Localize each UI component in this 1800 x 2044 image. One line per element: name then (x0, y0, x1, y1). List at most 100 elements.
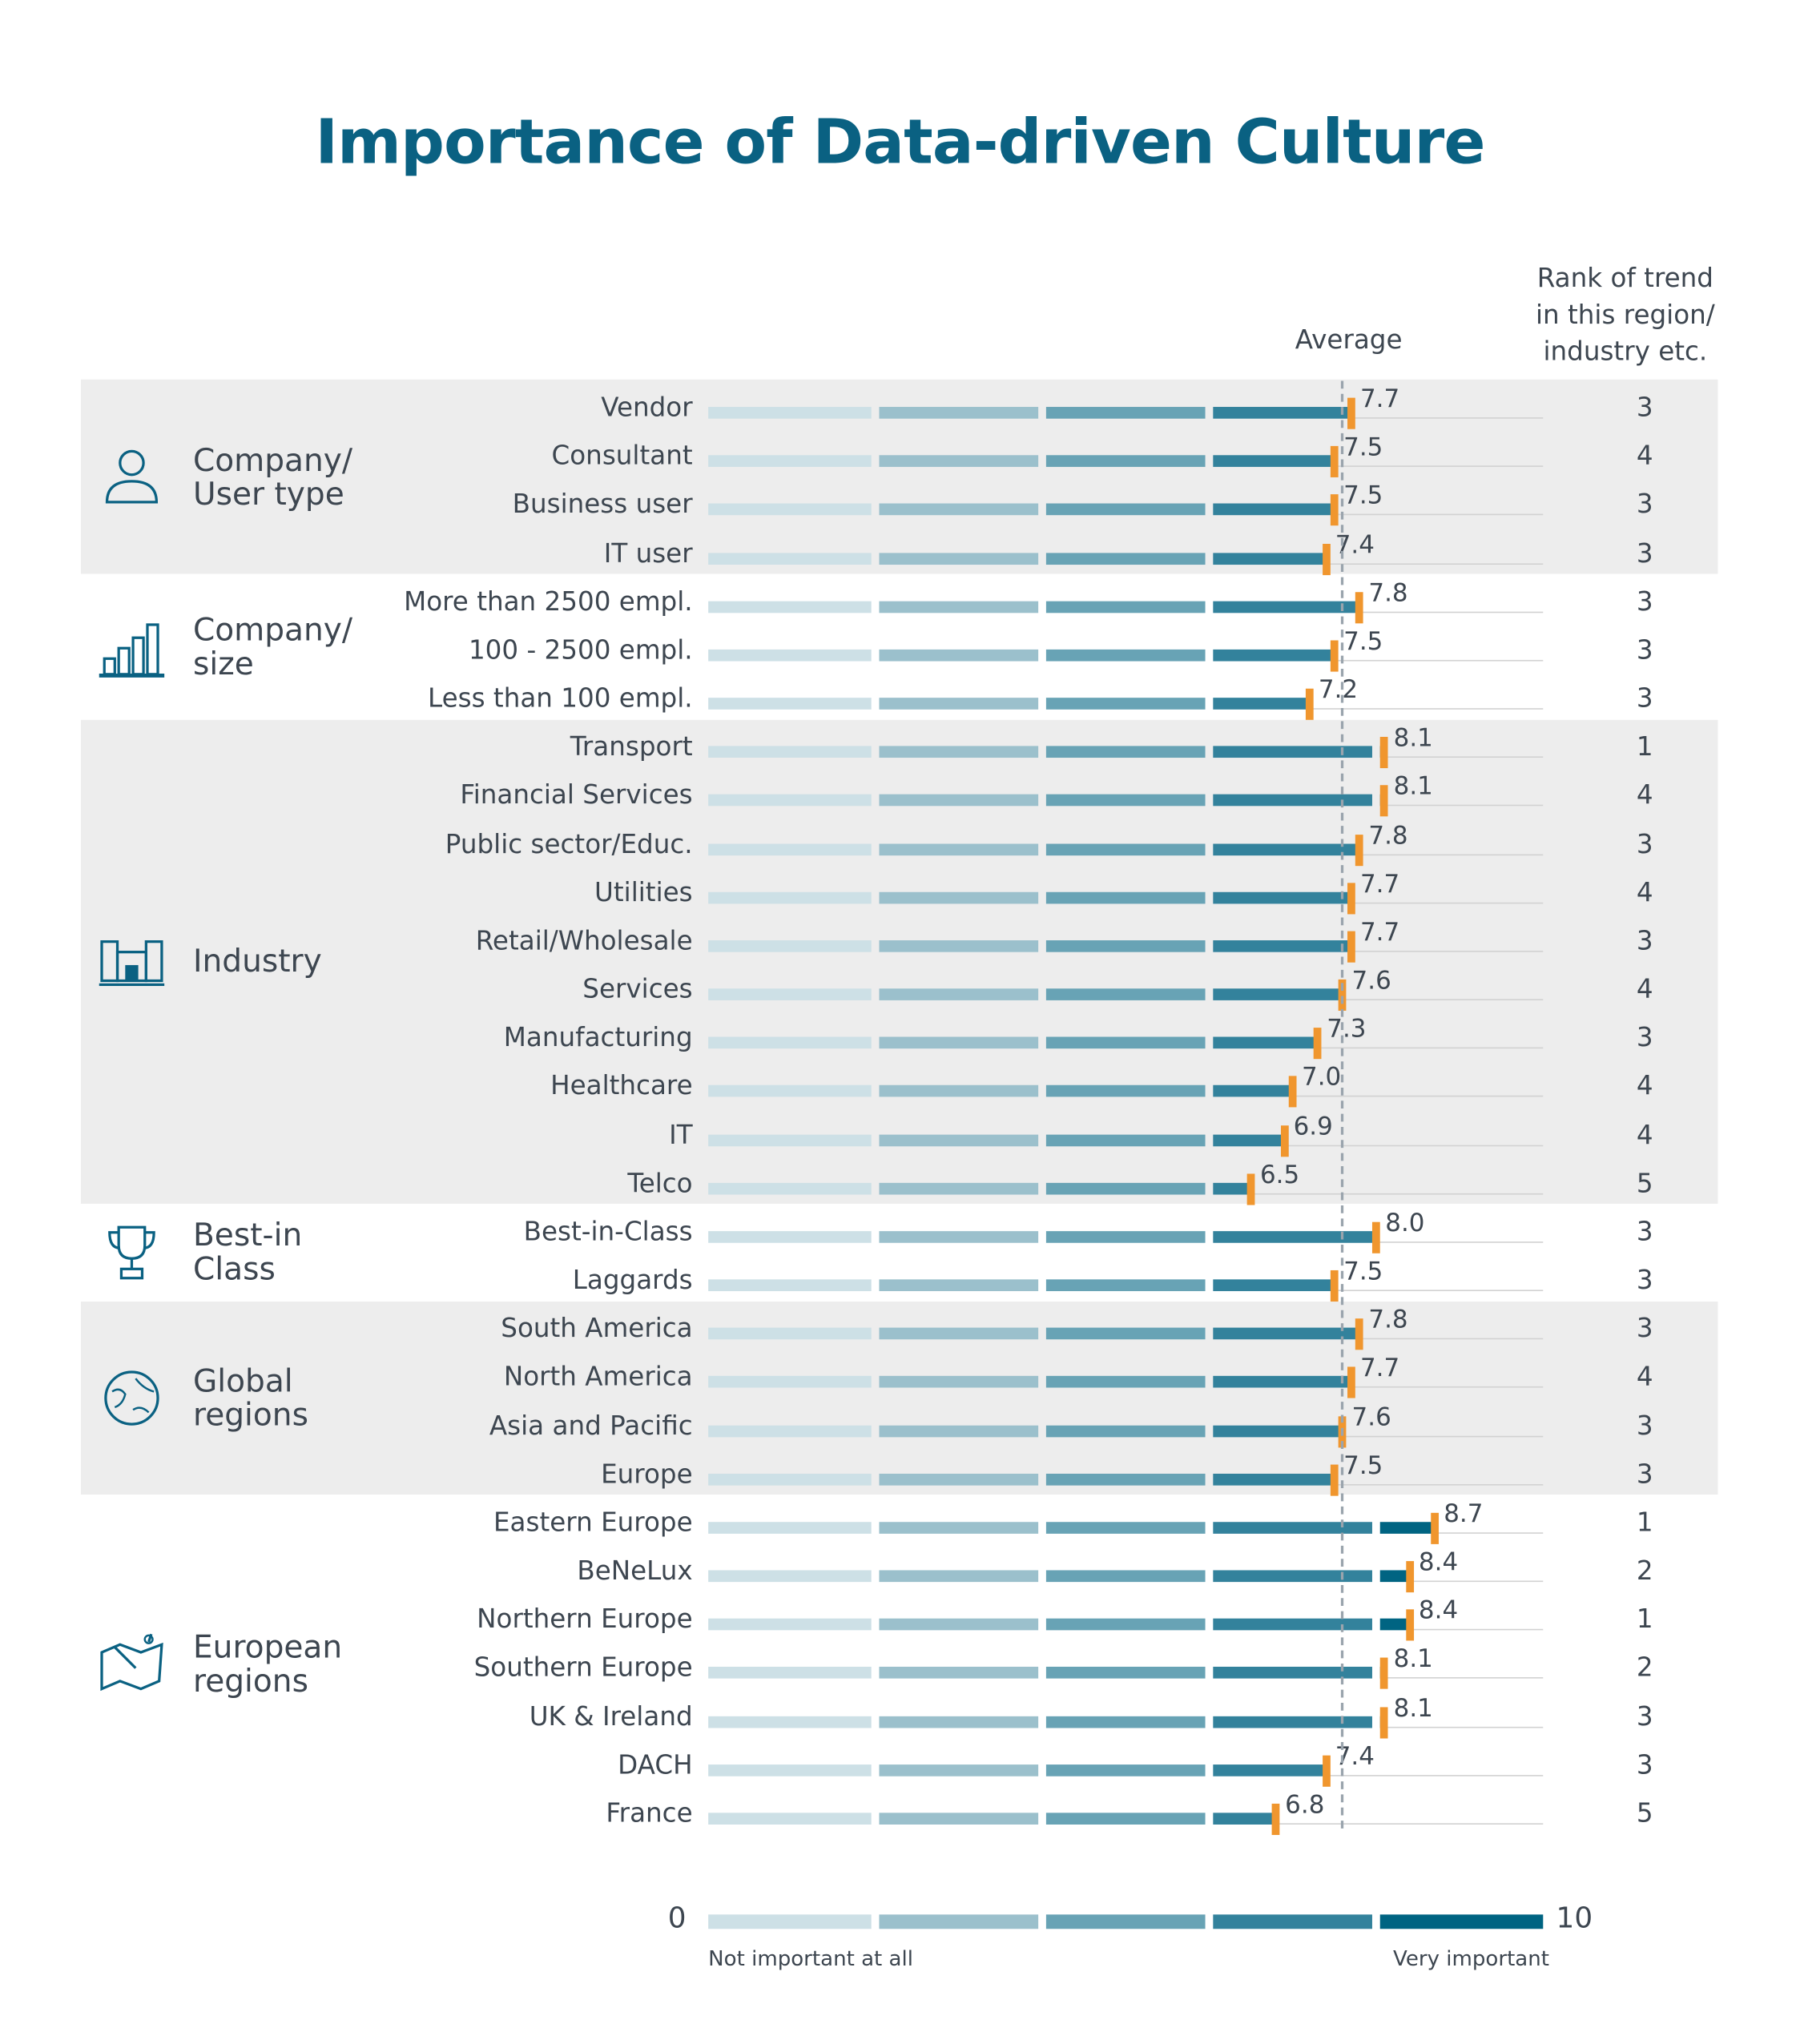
bar-track (1409, 1629, 1544, 1631)
bar-segment (1213, 1036, 1318, 1049)
bar-segment (708, 504, 872, 516)
rank-value: 5 (1636, 1166, 1653, 1198)
building-icon (96, 927, 167, 997)
bar-segment (1213, 1764, 1327, 1776)
rank-value: 3 (1636, 924, 1653, 956)
bar-segment (879, 940, 1039, 952)
bar-segment (708, 1522, 872, 1534)
bar-segment (1213, 1570, 1372, 1583)
bar-segment (708, 407, 872, 419)
bar-segment (1213, 455, 1335, 468)
row-label: North America (503, 1360, 693, 1393)
bar-segment (708, 1133, 872, 1146)
value-marker (1288, 1076, 1297, 1109)
bar-segment (1045, 1522, 1206, 1534)
bar-segment (879, 455, 1039, 468)
value-label: 8.4 (1418, 1596, 1459, 1626)
bar-segment (1045, 988, 1206, 1000)
row-label: Utilities (594, 875, 693, 907)
row-label: UK & Ireland (529, 1700, 693, 1732)
bar-segment (1213, 1279, 1335, 1292)
bar-segment (879, 1376, 1039, 1389)
bar-segment (879, 407, 1039, 419)
scale-min-label: 0 (667, 1902, 687, 1936)
value-marker (1405, 1561, 1414, 1593)
value-label: 6.5 (1259, 1160, 1300, 1189)
bar-segment (879, 746, 1039, 758)
rank-value: 4 (1636, 1360, 1653, 1393)
value-marker (1355, 834, 1363, 866)
value-marker (1246, 1173, 1255, 1205)
value-marker (1305, 688, 1314, 720)
value-marker (1355, 591, 1363, 623)
value-label: 8.4 (1418, 1547, 1459, 1577)
row-label: Asia and Pacific (489, 1409, 693, 1441)
bar-segment (1213, 698, 1310, 710)
rank-header-line: in this region/ (1535, 298, 1715, 330)
bar-segment (879, 1230, 1039, 1243)
bar-segment (879, 795, 1039, 807)
bar-track (1326, 1774, 1544, 1776)
bar-segment (708, 891, 872, 903)
bar-segment (708, 746, 872, 758)
row-label: Telco (627, 1166, 693, 1198)
scale-segment (1045, 1914, 1206, 1929)
value-label: 7.5 (1343, 626, 1383, 656)
bar-segment (708, 988, 872, 1000)
value-label: 6.8 (1285, 1790, 1325, 1820)
bar-segment (1045, 1182, 1206, 1195)
group-band (80, 719, 1718, 1205)
bar-segment (1045, 1085, 1206, 1098)
bar-segment (1213, 940, 1351, 952)
rank-value: 1 (1636, 1603, 1653, 1635)
value-label: 8.1 (1393, 1693, 1433, 1723)
bar-segment (708, 1085, 872, 1098)
value-marker (1380, 785, 1389, 817)
bar-segment (879, 552, 1039, 565)
user-icon (96, 442, 167, 513)
bar-segment (879, 1813, 1039, 1825)
bar-segment (708, 1230, 872, 1243)
bar-segment (1045, 698, 1206, 710)
rank-value: 4 (1636, 1118, 1653, 1150)
scale-segment (1213, 1914, 1372, 1929)
group-label: Best-in Class (193, 1219, 302, 1287)
rank-value: 3 (1636, 682, 1653, 714)
value-label: 7.5 (1343, 481, 1383, 511)
rank-value: 3 (1636, 634, 1653, 666)
value-label: 6.9 (1293, 1112, 1333, 1141)
bar-segment (1213, 1522, 1372, 1534)
scale-segment (708, 1914, 872, 1929)
bar-segment (1045, 843, 1206, 855)
bar-track (1334, 465, 1544, 468)
row-label: Healthcare (550, 1069, 693, 1101)
value-marker (1322, 543, 1331, 575)
bar-segment (708, 698, 872, 710)
bar-segment (879, 649, 1039, 662)
bar-segment (1045, 1570, 1206, 1583)
bar-segment (1045, 746, 1206, 758)
bar-track (1359, 611, 1544, 613)
bar-segment (1213, 795, 1372, 807)
rank-value: 3 (1636, 1748, 1653, 1780)
value-label: 7.7 (1359, 869, 1400, 899)
bar-segment (708, 940, 872, 952)
bar-track (1284, 1144, 1544, 1146)
value-marker (1347, 931, 1355, 963)
row-label: BeNeLux (577, 1555, 693, 1587)
row-label: 100 - 2500 empl. (468, 634, 693, 666)
bar-segment (879, 504, 1039, 516)
bar-track (1384, 1677, 1544, 1680)
value-label: 7.5 (1343, 1451, 1383, 1480)
bar-segment (879, 698, 1039, 710)
bar-track (1351, 417, 1544, 419)
group-label: Industry (193, 945, 322, 979)
group-label-line: Global (192, 1362, 293, 1400)
bar-track (1317, 1047, 1544, 1049)
row-label: Business user (512, 488, 693, 520)
value-marker (1405, 1609, 1414, 1641)
value-marker (1271, 1803, 1280, 1835)
bar-segment (1213, 1813, 1276, 1825)
bar-segment (708, 1716, 872, 1728)
